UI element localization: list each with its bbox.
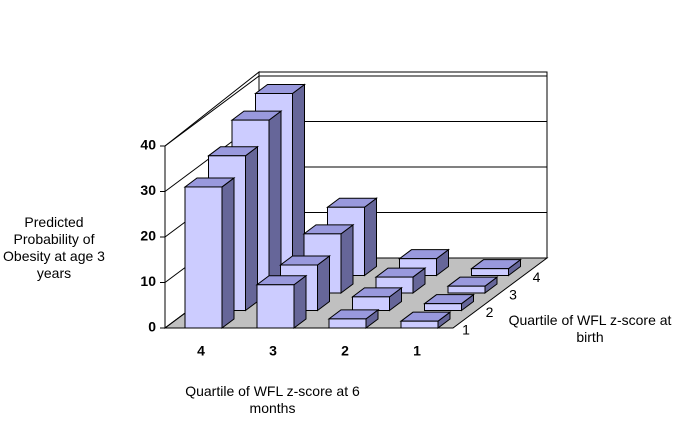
y-tick-label: 30 xyxy=(140,182,156,198)
x-tick-label: 4 xyxy=(197,343,205,359)
bar xyxy=(183,176,236,329)
z-tick-label: 1 xyxy=(462,322,470,338)
z-axis-label: Quartile of WFL z-score at birth xyxy=(508,312,672,345)
bar-front xyxy=(424,303,462,311)
bar-front xyxy=(352,296,390,312)
x-tick-label: 2 xyxy=(341,343,349,359)
bar-front xyxy=(471,268,509,276)
bar-front xyxy=(328,318,367,329)
y-tick-label: 0 xyxy=(148,319,156,335)
bar-side xyxy=(245,145,258,312)
bar-front xyxy=(400,320,439,329)
z-tick-label: 2 xyxy=(486,304,494,320)
bar-front xyxy=(447,285,486,294)
bar xyxy=(351,286,403,312)
bar xyxy=(470,258,522,277)
z-tick-label: 3 xyxy=(509,287,517,303)
bar xyxy=(446,276,499,294)
x-axis-label: Quartile of WFL z-score at 6 months xyxy=(185,383,360,416)
x-tick-label: 3 xyxy=(269,343,277,359)
bar-side xyxy=(221,176,235,329)
z-tick-label: 4 xyxy=(533,269,541,285)
bar xyxy=(327,308,380,329)
bar-side xyxy=(292,83,305,277)
bar-front xyxy=(256,284,295,329)
y-axis-label: Predicted Probability of Obesity at age … xyxy=(3,214,105,281)
x-tick-label: 1 xyxy=(413,343,421,359)
y-tick-label: 20 xyxy=(140,228,156,244)
bar-side xyxy=(340,223,354,294)
y-tick-label: 40 xyxy=(140,137,156,153)
y-tick-label: 10 xyxy=(140,273,156,289)
bar xyxy=(255,274,308,329)
bar-front xyxy=(184,186,223,329)
bar xyxy=(399,311,452,329)
bar-side xyxy=(364,197,377,277)
bar-side xyxy=(268,110,282,294)
bar xyxy=(423,293,475,312)
grid-line xyxy=(164,75,260,147)
